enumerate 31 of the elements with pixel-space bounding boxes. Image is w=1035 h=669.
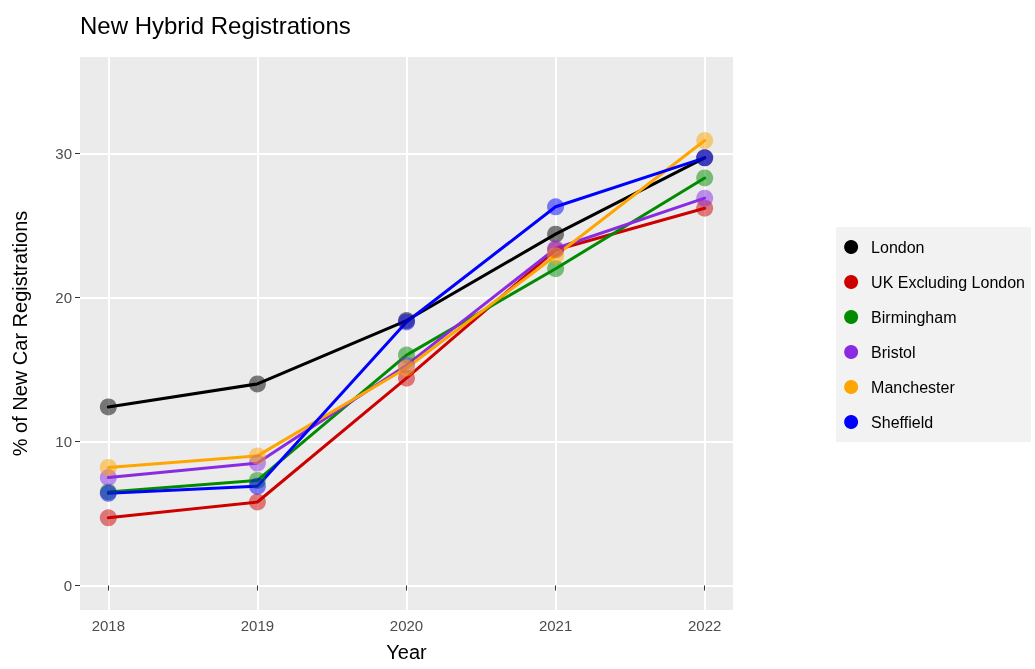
x-tick-label: 2021	[538, 617, 573, 634]
legend-label: Manchester	[871, 378, 956, 396]
point	[99, 398, 117, 416]
point	[696, 189, 714, 207]
point	[248, 493, 266, 511]
y-tick-label: 0	[63, 577, 72, 595]
legend-label: Birmingham	[871, 308, 957, 326]
legend-label: UK Excluding London	[871, 273, 1026, 291]
legend-label: London	[871, 238, 925, 256]
point	[696, 169, 714, 187]
y-tick-label: 30	[55, 144, 72, 162]
x-tick-label: 2018	[91, 617, 126, 634]
point	[248, 477, 266, 495]
point	[99, 458, 117, 476]
x-axis-title: Year	[386, 641, 428, 663]
point	[547, 225, 565, 243]
point	[99, 509, 117, 527]
point	[547, 198, 565, 216]
y-axis-title: % of New Car Registrations	[9, 210, 31, 457]
point	[248, 447, 266, 465]
x-tick-label: 2020	[389, 617, 424, 634]
y-tick-label: 10	[55, 433, 72, 451]
chart-title: New Hybrid Registrations	[80, 11, 351, 39]
point	[248, 375, 266, 393]
legend-label: Sheffield	[871, 413, 934, 431]
y-tick-label: 20	[55, 289, 72, 306]
point	[547, 247, 565, 265]
legend-label: Bristol	[871, 343, 916, 361]
x-tick-label: 2022	[687, 617, 722, 634]
x-tick-label: 2019	[240, 617, 275, 634]
point	[696, 132, 714, 150]
